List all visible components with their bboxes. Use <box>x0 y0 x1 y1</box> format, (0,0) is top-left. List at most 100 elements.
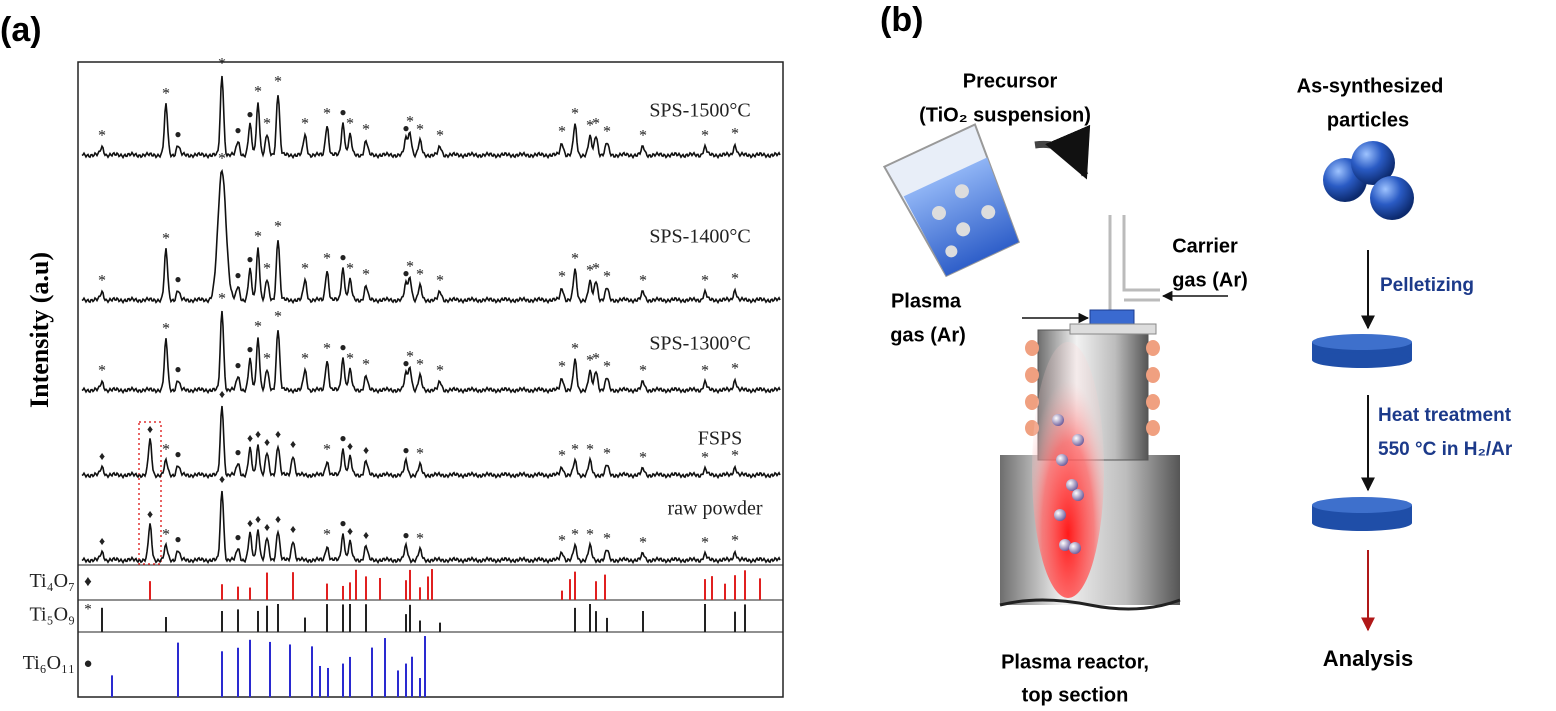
peak-marker: * <box>701 363 709 380</box>
peak-marker: * <box>323 527 331 544</box>
peak-marker: * <box>571 341 579 358</box>
peak-marker: * <box>416 357 424 374</box>
peak-marker: * <box>323 106 331 123</box>
peak-marker: * <box>603 124 611 141</box>
peak-marker: * <box>603 269 611 286</box>
peak-marker: * <box>586 118 594 135</box>
peak-marker: * <box>162 442 170 459</box>
peak-marker: * <box>263 116 271 133</box>
peak-marker: * <box>639 273 647 290</box>
peak-marker: ● <box>234 530 241 544</box>
peak-marker: ♦ <box>363 443 369 457</box>
peak-marker: * <box>98 363 106 380</box>
peak-marker: * <box>254 84 262 101</box>
xrd-trace <box>81 490 781 565</box>
peak-marker: * <box>586 442 594 459</box>
peak-marker: ♦ <box>247 516 253 530</box>
peak-marker: * <box>254 229 262 246</box>
peak-marker: ♦ <box>255 427 261 441</box>
peak-marker: ● <box>174 532 181 546</box>
peak-marker: * <box>416 531 424 548</box>
peak-marker: ♦ <box>347 439 353 453</box>
peak-marker: * <box>162 231 170 248</box>
peak-marker: * <box>362 267 370 284</box>
peak-marker: * <box>436 273 444 290</box>
reference-symbol: ● <box>83 656 92 672</box>
peak-marker: * <box>301 261 309 278</box>
peak-marker: ♦ <box>147 422 153 436</box>
peak-marker: * <box>254 319 262 336</box>
peak-marker: ♦ <box>99 449 105 463</box>
xrd-trace <box>81 310 781 395</box>
reference-symbol: * <box>84 601 92 617</box>
peak-marker: * <box>731 448 739 465</box>
step-label: Pelletizing <box>1380 275 1474 296</box>
peak-marker: ● <box>174 362 181 376</box>
peak-marker: * <box>558 124 566 141</box>
peak-marker: * <box>416 267 424 284</box>
peak-marker: * <box>98 128 106 145</box>
peak-marker: ♦ <box>275 512 281 526</box>
peak-marker: * <box>323 251 331 268</box>
peak-marker: * <box>603 446 611 463</box>
peak-marker: * <box>731 361 739 378</box>
highlight-box <box>138 421 162 565</box>
peak-marker: * <box>639 450 647 467</box>
peak-marker: ● <box>339 431 346 445</box>
peak-marker: * <box>416 446 424 463</box>
peak-marker: * <box>323 341 331 358</box>
peak-marker: * <box>571 442 579 459</box>
particles <box>1323 141 1414 220</box>
trace-label: FSPS <box>698 428 743 450</box>
peak-marker: * <box>436 363 444 380</box>
peak-marker: * <box>639 128 647 145</box>
peak-marker: * <box>701 128 709 145</box>
peak-marker: ● <box>402 528 409 542</box>
peak-marker: * <box>586 263 594 280</box>
reference-name: Ti₄O₇ <box>30 570 75 592</box>
peak-marker: * <box>731 271 739 288</box>
peak-marker: * <box>274 309 282 326</box>
label: gas (Ar) <box>1172 269 1248 291</box>
panel-label: (b) <box>880 1 923 39</box>
peak-marker: * <box>639 363 647 380</box>
peak-marker: ● <box>246 107 253 121</box>
peak-marker: * <box>558 269 566 286</box>
peak-marker: * <box>701 450 709 467</box>
peak-marker: ♦ <box>247 431 253 445</box>
trace-label: raw powder <box>668 498 763 520</box>
label: As-synthesized <box>1297 75 1444 97</box>
beaker <box>882 123 1020 278</box>
trace-label: SPS-1500°C <box>649 100 750 122</box>
peak-marker: * <box>586 353 594 370</box>
peak-marker: ♦ <box>347 524 353 538</box>
peak-marker: * <box>436 128 444 145</box>
peak-marker: * <box>592 261 600 278</box>
peak-marker: * <box>263 351 271 368</box>
peak-marker: * <box>218 151 226 168</box>
peak-marker: * <box>301 116 309 133</box>
peak-marker: * <box>301 351 309 368</box>
peak-marker: * <box>558 533 566 550</box>
peak-marker: ♦ <box>255 512 261 526</box>
peak-marker: ● <box>339 250 346 264</box>
peak-marker: * <box>362 357 370 374</box>
peak-marker: * <box>274 74 282 91</box>
xrd-trace <box>81 168 781 305</box>
reference-symbol: ♦ <box>84 574 92 590</box>
pellet <box>1312 334 1412 368</box>
peak-marker: * <box>218 56 226 73</box>
peak-marker: * <box>603 359 611 376</box>
peak-marker: * <box>263 261 271 278</box>
reference-name: Ti₆O₁₁ <box>23 652 75 674</box>
peak-marker: * <box>571 527 579 544</box>
step-label: 550 °C in H₂/Ar <box>1378 439 1513 460</box>
peak-marker: * <box>571 106 579 123</box>
peak-marker: ● <box>234 445 241 459</box>
peak-marker: ● <box>174 447 181 461</box>
peak-marker: ● <box>402 266 409 280</box>
peak-marker: * <box>362 122 370 139</box>
pour-arrow <box>1034 124 1091 180</box>
peak-marker: ● <box>402 121 409 135</box>
